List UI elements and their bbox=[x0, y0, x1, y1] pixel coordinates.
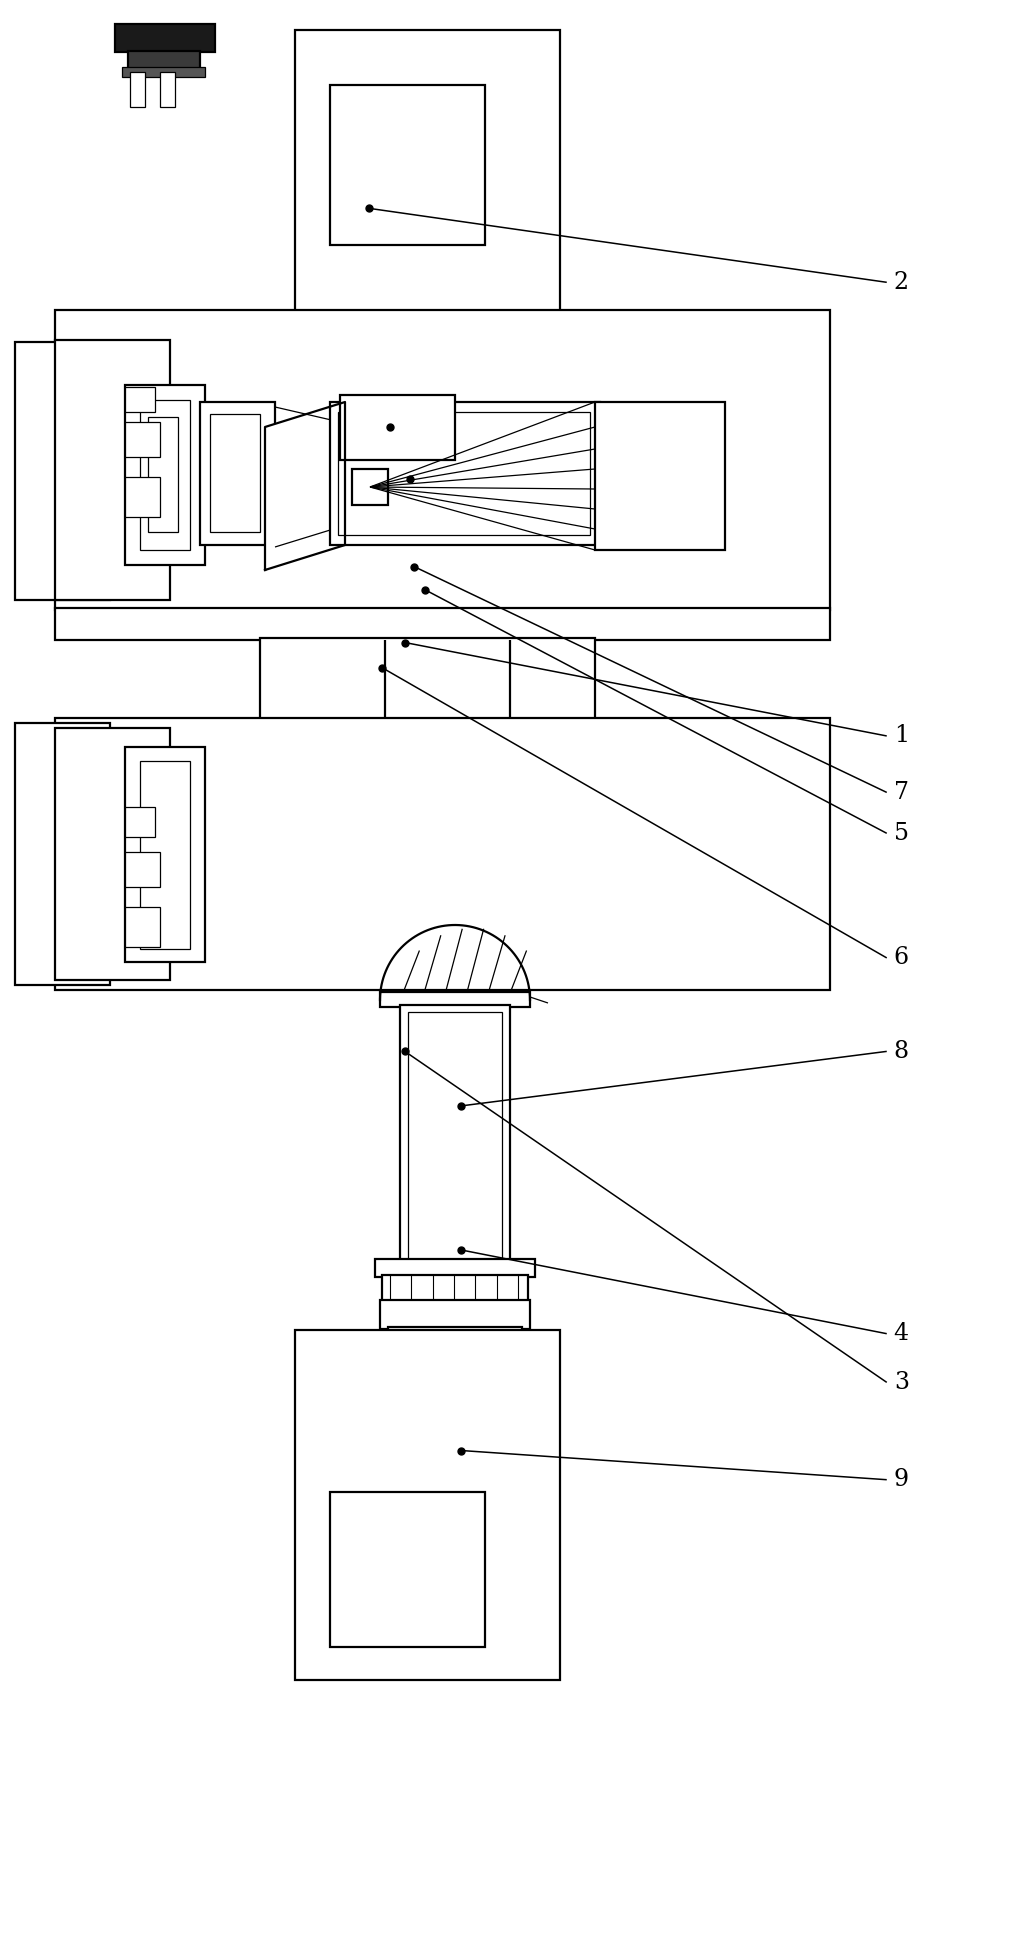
Bar bbox=[260, 639, 594, 720]
Bar bbox=[340, 395, 455, 459]
Bar bbox=[380, 1301, 530, 1330]
Bar bbox=[295, 29, 560, 329]
Bar bbox=[330, 401, 600, 545]
Bar bbox=[15, 343, 110, 600]
Text: 6: 6 bbox=[894, 946, 909, 970]
Bar bbox=[130, 72, 145, 107]
Text: 3: 3 bbox=[894, 1371, 909, 1394]
Bar bbox=[352, 469, 388, 504]
Bar bbox=[55, 607, 830, 641]
Bar bbox=[125, 477, 160, 518]
Text: 8: 8 bbox=[894, 1040, 909, 1063]
Bar bbox=[122, 66, 205, 78]
Bar bbox=[338, 413, 590, 535]
Bar bbox=[125, 806, 155, 837]
Bar bbox=[15, 722, 110, 985]
Bar bbox=[390, 1373, 520, 1398]
Bar bbox=[330, 1491, 485, 1647]
Bar bbox=[200, 401, 275, 545]
Bar bbox=[55, 341, 170, 600]
Bar bbox=[125, 422, 160, 458]
Text: 9: 9 bbox=[894, 1468, 909, 1491]
Text: 2: 2 bbox=[894, 271, 909, 294]
Bar bbox=[55, 310, 830, 609]
Text: 7: 7 bbox=[894, 781, 909, 804]
Bar bbox=[210, 415, 260, 532]
Text: 5: 5 bbox=[894, 822, 909, 845]
Polygon shape bbox=[265, 401, 345, 570]
Bar bbox=[330, 86, 485, 245]
Bar bbox=[125, 853, 160, 888]
Bar bbox=[382, 1275, 528, 1303]
Bar bbox=[125, 387, 155, 413]
Bar bbox=[125, 386, 205, 565]
Bar bbox=[375, 1260, 535, 1277]
Bar bbox=[55, 718, 830, 989]
Bar bbox=[140, 399, 190, 549]
Bar bbox=[388, 1328, 522, 1355]
Bar bbox=[160, 72, 175, 107]
Bar bbox=[400, 1005, 510, 1269]
Bar bbox=[125, 748, 205, 962]
Bar bbox=[594, 401, 725, 549]
Bar bbox=[140, 761, 190, 948]
Bar bbox=[408, 1012, 502, 1262]
Bar bbox=[380, 993, 530, 1007]
Bar bbox=[55, 728, 170, 979]
Bar bbox=[148, 417, 178, 532]
Bar bbox=[115, 23, 215, 53]
Bar bbox=[383, 1353, 527, 1375]
Bar bbox=[128, 51, 200, 68]
Bar bbox=[295, 1330, 560, 1680]
Text: 1: 1 bbox=[894, 724, 909, 748]
Text: 4: 4 bbox=[894, 1322, 909, 1345]
Bar bbox=[125, 907, 160, 946]
